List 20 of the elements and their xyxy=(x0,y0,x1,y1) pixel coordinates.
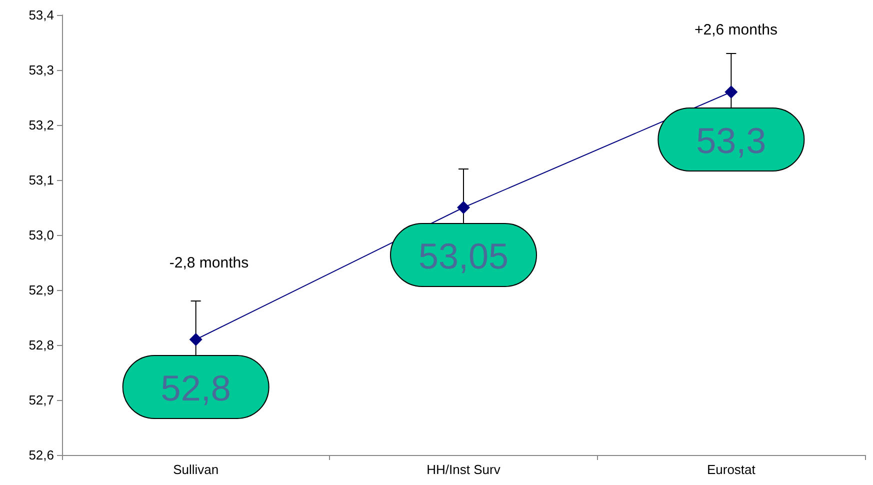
x-tick-label: HH/Inst Surv xyxy=(426,462,501,477)
x-tick-label: Eurostat xyxy=(706,462,756,477)
annotation: -2,8 months xyxy=(169,254,249,272)
point xyxy=(724,86,738,98)
data-label: 53,3 xyxy=(696,120,766,161)
data-label: 53,05 xyxy=(418,236,509,276)
y-tick-label: 52,6 xyxy=(28,448,54,462)
y-tick-label: 52,7 xyxy=(28,392,54,408)
point xyxy=(189,333,202,346)
point xyxy=(457,201,470,214)
x-tick-label: Sullivan xyxy=(173,462,219,477)
y-tick-label: 53,2 xyxy=(28,118,54,132)
y-tick-label: 53,0 xyxy=(28,228,54,242)
data-label: 52,8 xyxy=(160,368,231,408)
annotation: +2,6 months xyxy=(694,22,778,38)
y-tick-label: 53,3 xyxy=(28,62,54,78)
y-tick-label: 53,1 xyxy=(28,172,54,188)
y-tick-label: 53,4 xyxy=(28,8,54,22)
y-tick-label: 52,8 xyxy=(28,338,54,352)
y-tick-label: 52,9 xyxy=(28,282,54,298)
